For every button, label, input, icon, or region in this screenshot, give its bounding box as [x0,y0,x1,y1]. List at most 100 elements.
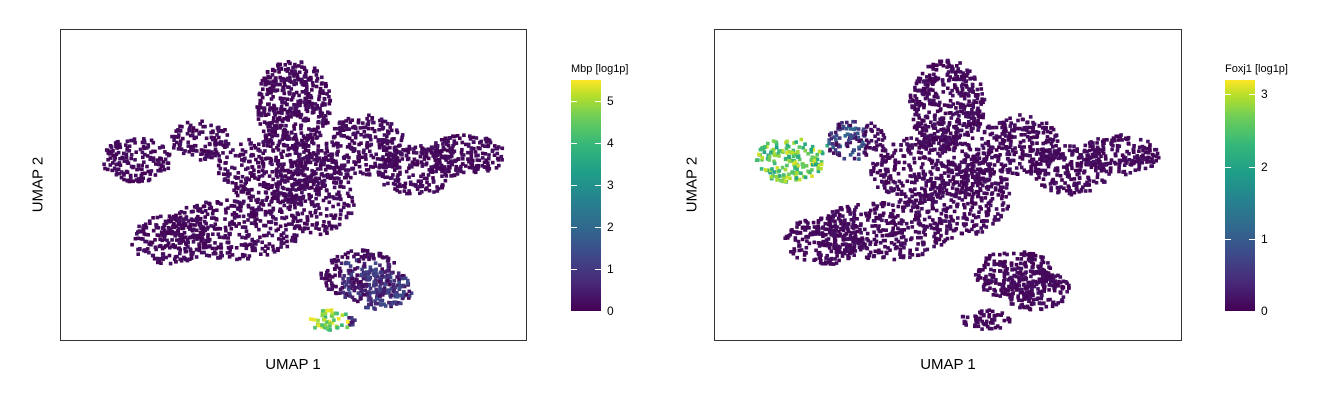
cell-bin [299,200,303,204]
cell-bin [1041,130,1046,135]
cell-bin [500,158,504,162]
cell-bin [831,215,835,219]
cell-bin [474,154,478,158]
cell-bin [300,65,304,69]
cell-bin [187,127,191,132]
cell-bin [204,253,209,258]
cell-bin [169,219,173,223]
cell-bin [966,115,971,119]
cell-bin [840,227,844,232]
cell-bin [910,98,915,102]
cell-bin [846,209,850,213]
cell-bin [323,228,327,232]
cell-bin [972,213,976,218]
cell-bin [970,82,975,87]
cell-bin [986,143,991,148]
cell-bin [255,200,260,205]
cell-bin [365,249,370,253]
cell-bin [210,216,214,220]
cell-bin [172,146,176,150]
cell-bin [454,141,459,145]
cell-bin [140,150,145,155]
cell-bin [204,244,208,249]
cell-bin [337,266,342,271]
cell-bin [279,245,283,249]
cell-bin [279,169,283,173]
cell-bin [919,196,923,201]
cell-bin [967,143,971,148]
cell-bin [256,190,261,195]
cell-bin [280,111,284,115]
cell-bin [200,130,205,134]
cell-bin [362,264,366,268]
cell-bin [883,160,887,164]
cell-bin [244,187,248,192]
cell-bin [347,194,351,198]
cell-bin [980,171,985,175]
cell-bin [278,123,282,128]
cell-bin [994,135,999,140]
cell-bin [434,141,438,145]
cell-bin [939,135,944,139]
cell-bin [947,219,952,224]
cell-bin [149,150,153,155]
cell-bin [189,147,193,152]
cell-bin [306,95,311,99]
cell-bin [309,128,313,132]
cell-bin [1040,121,1044,126]
cell-bin [967,187,971,192]
cell-bin [320,323,324,327]
cell-bin [173,234,177,238]
cell-bin [961,123,965,128]
cell-bin [275,186,280,191]
cell-bin [113,156,118,160]
cell-bin [283,77,288,82]
cell-bin [978,188,983,193]
cell-bin [471,166,475,170]
cell-bin [360,272,364,277]
cell-bin [925,79,930,83]
cell-bin [283,63,288,67]
cell-bin [795,255,799,260]
cell-bin [913,180,917,185]
cell-bin [385,291,390,295]
cell-bin [957,91,962,96]
cell-bin [921,242,925,247]
cell-bin [313,188,318,192]
cell-bin [323,102,327,106]
cell-bin [381,155,385,159]
cell-bin [305,215,309,219]
cell-bin [274,79,278,84]
cell-bin [325,277,329,281]
cell-bin [174,224,178,228]
cell-bin [999,189,1004,194]
cell-bin [346,174,350,178]
cell-bin [969,129,974,134]
cell-bin [969,187,973,191]
cell-bin [886,246,890,250]
cell-bin [282,87,286,92]
cell-bin [149,169,154,173]
cell-bin [272,116,276,120]
cell-bin [327,89,331,93]
cell-bin [968,168,973,172]
cell-bin [1042,153,1046,157]
cell-bin [155,233,160,237]
cell-bin [881,228,885,232]
colorbar-tick-label: 0 [607,304,614,318]
cell-bin [1003,123,1007,128]
cell-bin [974,121,978,125]
cell-bin [298,226,302,231]
cell-bin [1006,204,1010,209]
cell-bin [181,219,186,223]
cell-bin [1031,120,1035,125]
cell-bin [298,100,303,105]
cell-bin [346,280,350,284]
cell-bin [250,153,255,157]
cell-bin [833,219,837,224]
cell-bin [325,231,329,235]
cell-bin [278,200,282,205]
cell-bin [285,153,289,158]
cell-bin [917,79,921,84]
cell-bin [852,216,856,220]
